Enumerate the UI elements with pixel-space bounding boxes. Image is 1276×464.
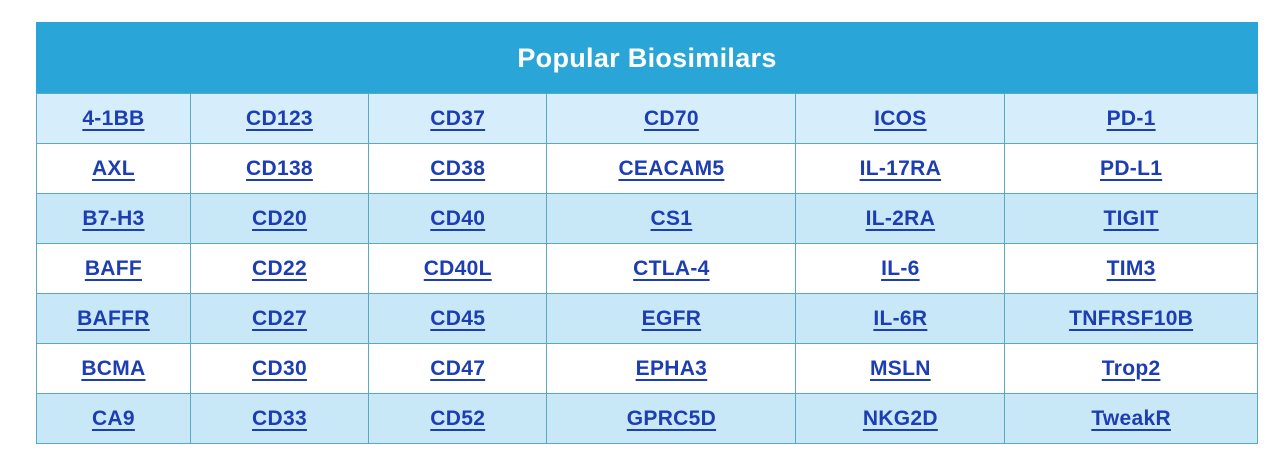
table-cell: 4-1BB bbox=[36, 93, 191, 144]
link-il-2ra[interactable]: IL-2RA bbox=[865, 206, 936, 230]
link-cd20[interactable]: CD20 bbox=[252, 206, 307, 230]
table-cell: CD27 bbox=[189, 293, 370, 344]
link-ca9[interactable]: CA9 bbox=[91, 406, 135, 430]
table-cell: CD38 bbox=[368, 143, 548, 194]
link-tigit[interactable]: TIGIT bbox=[1103, 206, 1159, 230]
table-cell: TweakR bbox=[1004, 393, 1258, 444]
table-cell: CD20 bbox=[189, 193, 370, 244]
table-cell: PD-L1 bbox=[1004, 143, 1258, 194]
link-baff[interactable]: BAFF bbox=[84, 256, 143, 280]
table-cell: MSLN bbox=[795, 343, 1006, 394]
link-cd40l[interactable]: CD40L bbox=[423, 256, 492, 280]
link-cd22[interactable]: CD22 bbox=[252, 256, 307, 280]
table-cell: CD45 bbox=[368, 293, 548, 344]
link-cd33[interactable]: CD33 bbox=[252, 406, 307, 430]
link-cd70[interactable]: CD70 bbox=[643, 106, 699, 130]
table-cell: ICOS bbox=[795, 93, 1006, 144]
table-cell: AXL bbox=[36, 143, 191, 194]
table-cell: EPHA3 bbox=[546, 343, 797, 394]
link-ceacam5[interactable]: CEACAM5 bbox=[618, 156, 725, 180]
table-cell: GPRC5D bbox=[546, 393, 797, 444]
table-cell: TNFRSF10B bbox=[1004, 293, 1258, 344]
table-cell: TIM3 bbox=[1004, 243, 1258, 294]
link-cd123[interactable]: CD123 bbox=[246, 106, 313, 130]
table-cell: CD70 bbox=[546, 93, 797, 144]
table-cell: CTLA-4 bbox=[546, 243, 797, 294]
link-cd37[interactable]: CD37 bbox=[430, 106, 486, 130]
link-cd52[interactable]: CD52 bbox=[430, 406, 486, 430]
link-tnfrsf10b[interactable]: TNFRSF10B bbox=[1069, 306, 1194, 330]
table-cell: IL-6 bbox=[795, 243, 1006, 294]
table-cell: CEACAM5 bbox=[546, 143, 797, 194]
table-cell: CD123 bbox=[189, 93, 370, 144]
table-cell: TIGIT bbox=[1004, 193, 1258, 244]
link-4-1bb[interactable]: 4-1BB bbox=[82, 106, 145, 130]
link-icos[interactable]: ICOS bbox=[874, 106, 927, 130]
link-cd47[interactable]: CD47 bbox=[430, 356, 486, 380]
link-gprc5d[interactable]: GPRC5D bbox=[626, 406, 717, 430]
link-b7-h3[interactable]: B7-H3 bbox=[82, 206, 145, 230]
link-cd45[interactable]: CD45 bbox=[430, 306, 486, 330]
link-cd27[interactable]: CD27 bbox=[252, 306, 307, 330]
table-cell: Trop2 bbox=[1004, 343, 1258, 394]
table-cell: EGFR bbox=[546, 293, 797, 344]
table-cell: CD40L bbox=[368, 243, 548, 294]
table-row: BAFF CD22 CD40L CTLA-4 IL-6 TIM3 bbox=[36, 243, 1258, 294]
table-cell: BAFF bbox=[36, 243, 191, 294]
biosimilars-table-container: Popular Biosimilars 4-1BB CD123 CD37 CD7… bbox=[36, 22, 1258, 444]
table-cell: CD22 bbox=[189, 243, 370, 294]
table-cell: PD-1 bbox=[1004, 93, 1258, 144]
table-cell: CD40 bbox=[368, 193, 548, 244]
link-pd-1[interactable]: PD-1 bbox=[1106, 106, 1156, 130]
link-axl[interactable]: AXL bbox=[91, 156, 135, 180]
table-cell: CD30 bbox=[189, 343, 370, 394]
link-trop2[interactable]: Trop2 bbox=[1101, 356, 1161, 380]
link-egfr[interactable]: EGFR bbox=[641, 306, 702, 330]
table-cell: BAFFR bbox=[36, 293, 191, 344]
link-msln[interactable]: MSLN bbox=[869, 356, 931, 380]
table-cell: NKG2D bbox=[795, 393, 1006, 444]
link-nkg2d[interactable]: NKG2D bbox=[862, 406, 938, 430]
table-cell: CS1 bbox=[546, 193, 797, 244]
table-cell: IL-2RA bbox=[795, 193, 1006, 244]
table-row: B7-H3 CD20 CD40 CS1 IL-2RA TIGIT bbox=[36, 193, 1258, 244]
link-il-6r[interactable]: IL-6R bbox=[873, 306, 928, 330]
link-ctla-4[interactable]: CTLA-4 bbox=[633, 256, 710, 280]
table-header-row: Popular Biosimilars bbox=[36, 22, 1258, 94]
table-title: Popular Biosimilars bbox=[36, 22, 1258, 94]
table-cell: B7-H3 bbox=[36, 193, 191, 244]
biosimilars-table: Popular Biosimilars 4-1BB CD123 CD37 CD7… bbox=[36, 22, 1258, 444]
table-cell: CD37 bbox=[368, 93, 548, 144]
table-cell: BCMA bbox=[36, 343, 191, 394]
link-cd38[interactable]: CD38 bbox=[430, 156, 486, 180]
table-row: CA9 CD33 CD52 GPRC5D NKG2D TweakR bbox=[36, 393, 1258, 444]
table-row: BCMA CD30 CD47 EPHA3 MSLN Trop2 bbox=[36, 343, 1258, 394]
link-cd40[interactable]: CD40 bbox=[430, 206, 486, 230]
link-il-6[interactable]: IL-6 bbox=[881, 256, 920, 280]
link-tim3[interactable]: TIM3 bbox=[1106, 256, 1156, 280]
table-cell: IL-6R bbox=[795, 293, 1006, 344]
table-cell: IL-17RA bbox=[795, 143, 1006, 194]
link-cd138[interactable]: CD138 bbox=[246, 156, 313, 180]
table-cell: CD52 bbox=[368, 393, 548, 444]
table-cell: CD33 bbox=[189, 393, 370, 444]
table-cell: CD138 bbox=[189, 143, 370, 194]
table-cell: CA9 bbox=[36, 393, 191, 444]
table-row: AXL CD138 CD38 CEACAM5 IL-17RA PD-L1 bbox=[36, 143, 1258, 194]
link-cs1[interactable]: CS1 bbox=[650, 206, 693, 230]
link-pd-l1[interactable]: PD-L1 bbox=[1100, 156, 1163, 180]
table-row: 4-1BB CD123 CD37 CD70 ICOS PD-1 bbox=[36, 93, 1258, 144]
link-cd30[interactable]: CD30 bbox=[252, 356, 307, 380]
link-epha3[interactable]: EPHA3 bbox=[635, 356, 708, 380]
table-row: BAFFR CD27 CD45 EGFR IL-6R TNFRSF10B bbox=[36, 293, 1258, 344]
link-il-17ra[interactable]: IL-17RA bbox=[859, 156, 942, 180]
link-bcma[interactable]: BCMA bbox=[81, 356, 146, 380]
table-cell: CD47 bbox=[368, 343, 548, 394]
link-baffr[interactable]: BAFFR bbox=[77, 306, 150, 330]
link-tweakr[interactable]: TweakR bbox=[1091, 406, 1171, 430]
